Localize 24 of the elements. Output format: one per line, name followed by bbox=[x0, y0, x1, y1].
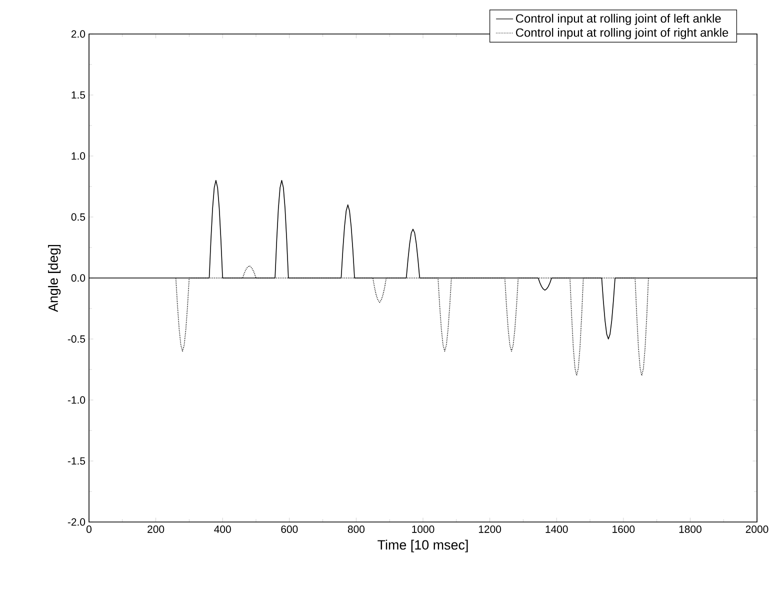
y-tick-label: -1.5 bbox=[68, 457, 86, 465]
y-tick-label: 1.5 bbox=[72, 91, 86, 99]
legend-label: Control input at rolling joint of right ankle bbox=[516, 28, 728, 40]
x-tick-label: 1600 bbox=[612, 526, 635, 533]
x-axis-title: Time [10 msec] bbox=[378, 540, 468, 552]
y-axis-title: Angle [deg] bbox=[48, 244, 61, 312]
y-tick-label: -0.5 bbox=[68, 335, 86, 343]
x-tick-label: 400 bbox=[214, 526, 231, 533]
y-tick-label: -2.0 bbox=[68, 518, 86, 526]
x-tick-label: 1200 bbox=[478, 526, 502, 533]
x-tick-label: 1400 bbox=[546, 526, 568, 533]
x-tick-label: 1000 bbox=[412, 526, 434, 533]
x-tick-label: 200 bbox=[148, 526, 164, 533]
x-tick-label: 2000 bbox=[746, 526, 768, 533]
y-tick-label: -1.0 bbox=[68, 396, 86, 404]
y-tick-label: 1.0 bbox=[72, 152, 86, 160]
y-tick-label: 0.0 bbox=[71, 274, 86, 282]
x-tick-label: 800 bbox=[348, 526, 365, 533]
x-tick-label: 600 bbox=[281, 526, 298, 533]
x-tick-label: 1800 bbox=[679, 526, 702, 533]
x-tick-label: 0 bbox=[86, 526, 92, 533]
y-tick-label: 2.0 bbox=[71, 30, 86, 38]
y-tick-label: 0.5 bbox=[71, 213, 86, 221]
legend-label: Control input at rolling joint of left ankle bbox=[516, 14, 721, 26]
